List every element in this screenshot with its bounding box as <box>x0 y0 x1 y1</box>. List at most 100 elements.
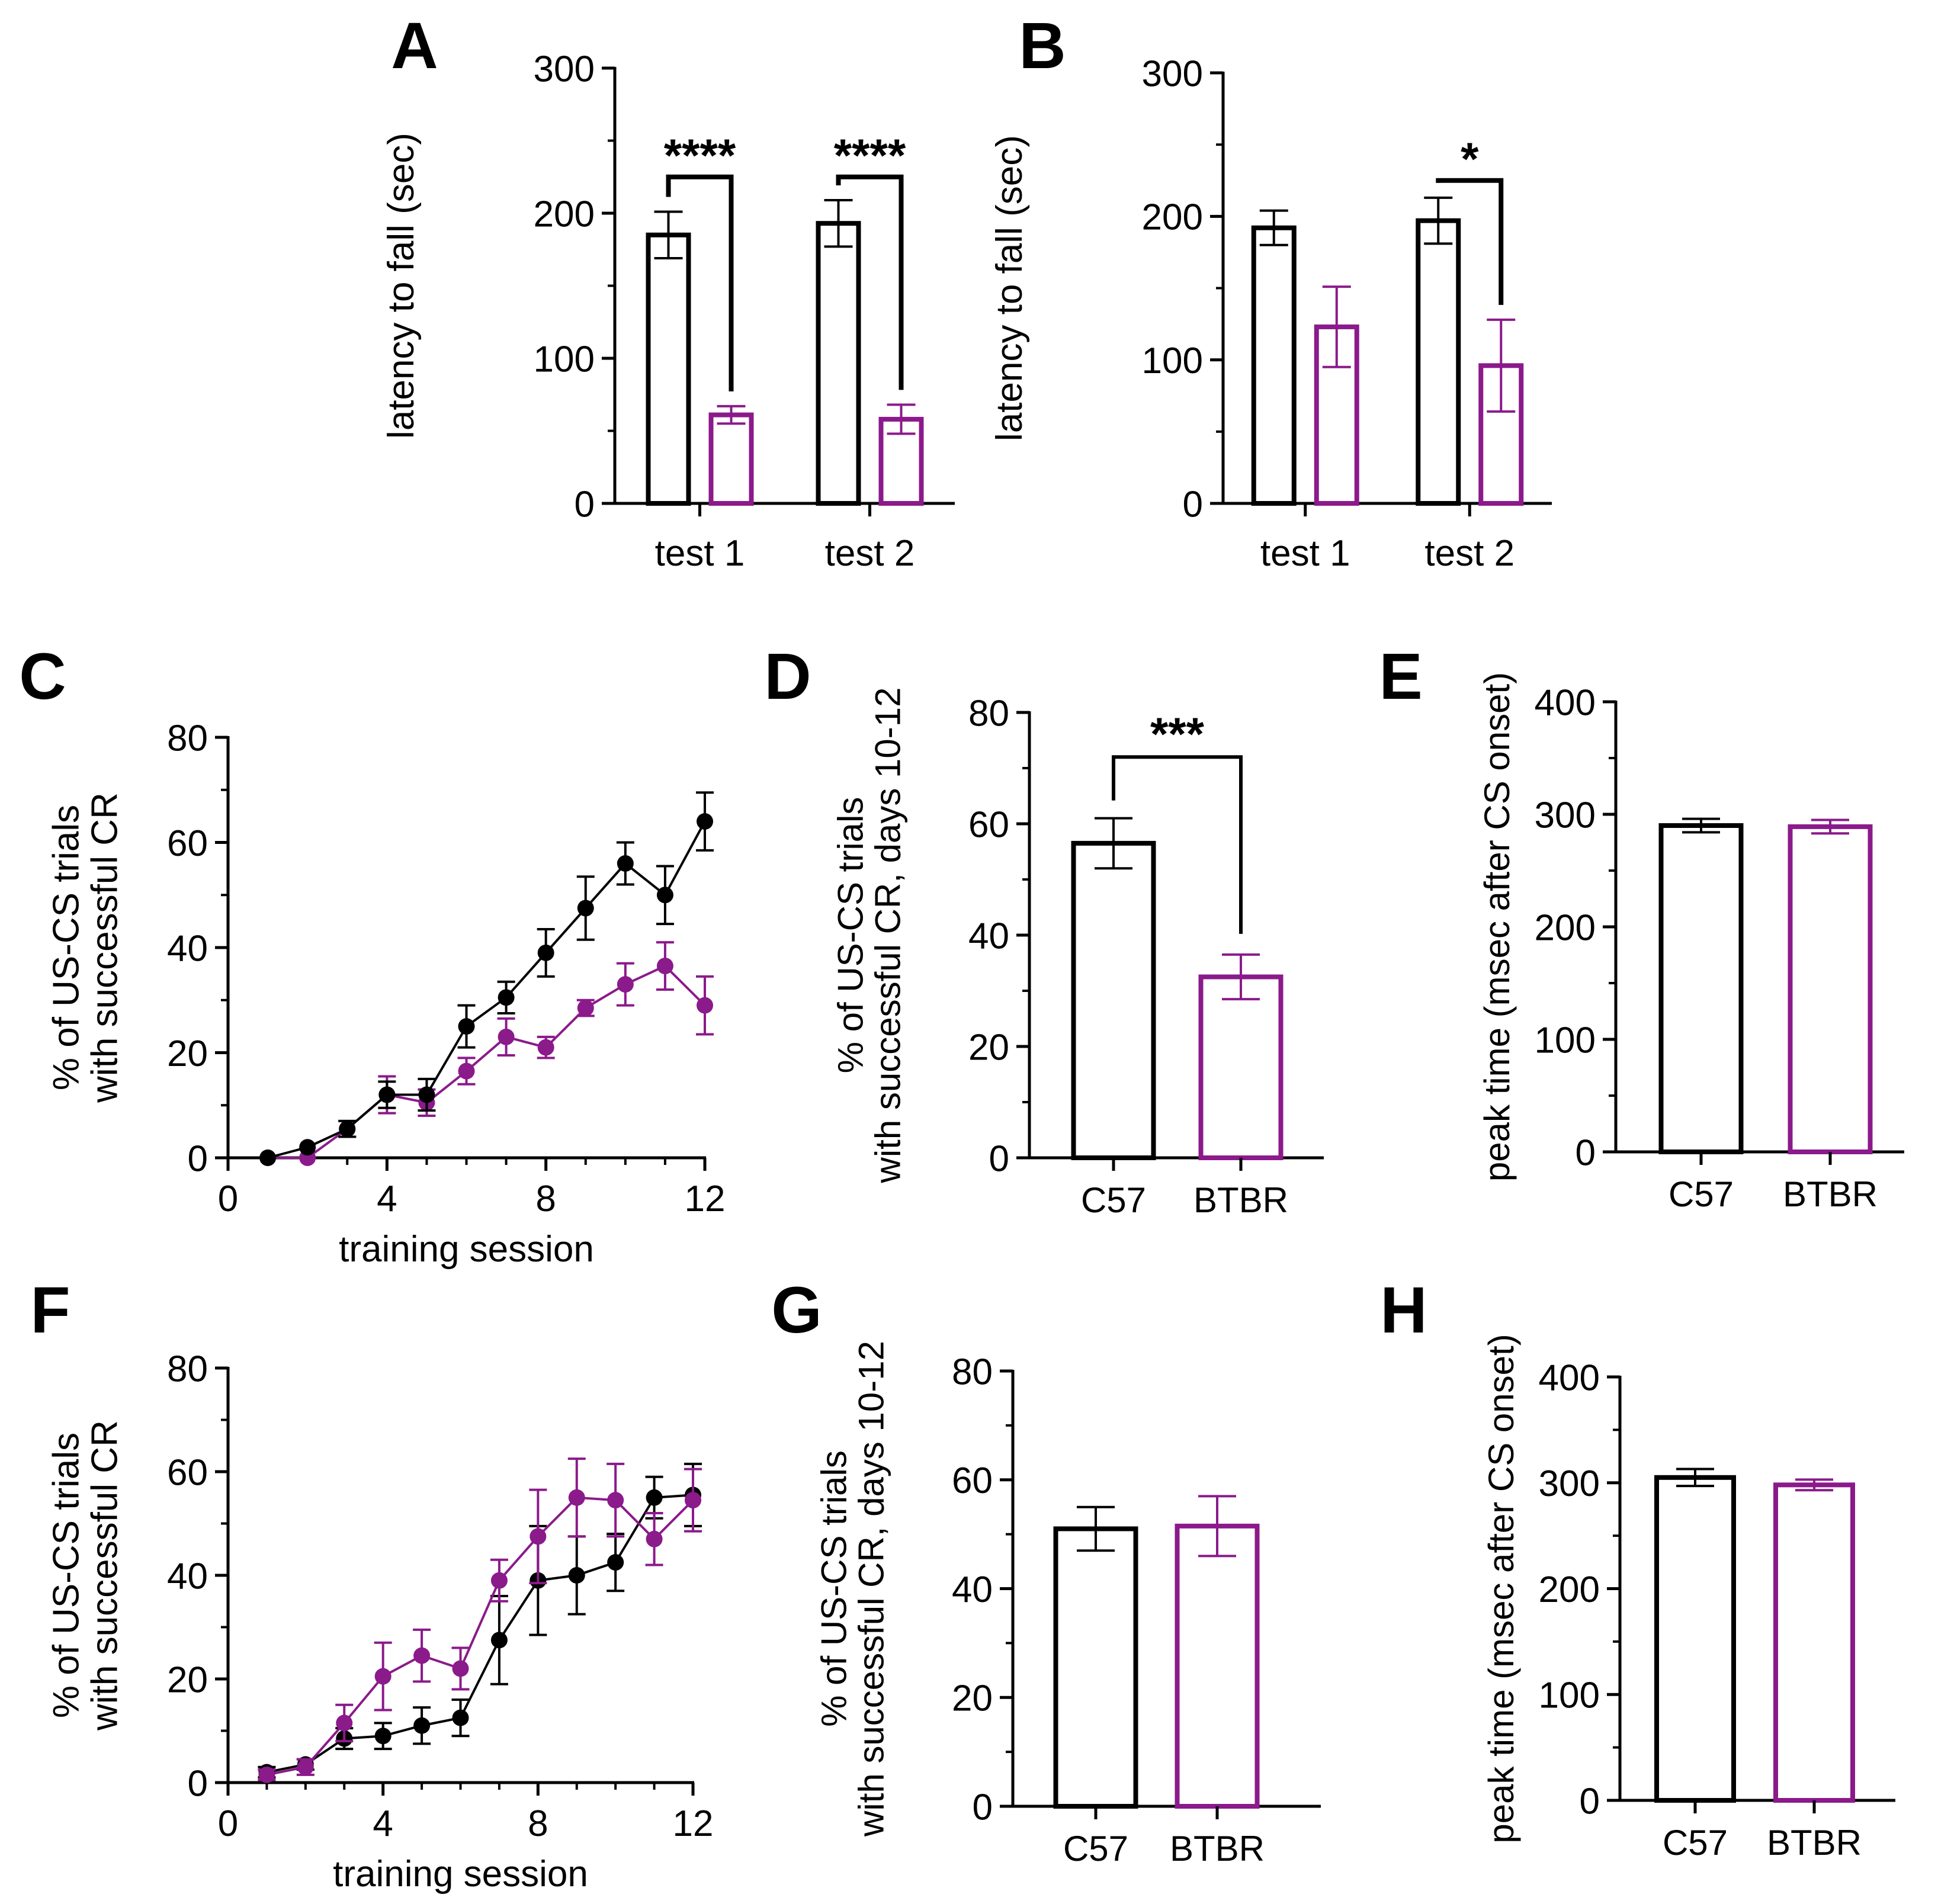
chart-panel-c: 0 20 40 60 80 0 4 8 12 training session % of US-CS… <box>46 718 725 1270</box>
y-axis-label: % of US-CS trials <box>814 1450 854 1727</box>
bar <box>708 412 754 506</box>
data-point <box>537 1039 554 1056</box>
y-tick-label: 40 <box>968 916 1009 956</box>
y-tick-label: 0 <box>1576 1132 1596 1173</box>
data-point <box>490 1632 508 1649</box>
x-tick-label: test 1 <box>655 533 745 574</box>
x-tick-label: 8 <box>528 1803 548 1844</box>
series-line <box>267 821 706 1159</box>
data-point <box>374 1728 392 1745</box>
x-tick-label: 12 <box>673 1803 714 1844</box>
data-point <box>685 1492 701 1509</box>
x-tick-label: 4 <box>373 1803 393 1844</box>
y-tick-label: 300 <box>1142 53 1203 94</box>
data-point <box>374 1668 392 1685</box>
data-point <box>259 1150 277 1166</box>
data-point <box>568 1567 585 1584</box>
y-axis-label: % of US-CS trials <box>46 1433 86 1718</box>
x-tick-label: 12 <box>685 1179 726 1219</box>
data-point <box>452 1660 469 1677</box>
y-axis-label: peak time (msec after CS onset) <box>1477 672 1517 1181</box>
significance-bracket <box>666 174 734 391</box>
data-point <box>577 1000 594 1017</box>
panel-label-e: E <box>1379 640 1422 713</box>
significance-bracket <box>1436 178 1504 305</box>
bar <box>1071 840 1156 1160</box>
data-point <box>336 1714 353 1732</box>
y-tick-label: 20 <box>167 1033 208 1074</box>
y-tick-label: 300 <box>1539 1463 1600 1504</box>
y-tick-label: 100 <box>1535 1020 1596 1061</box>
y-tick-label: 20 <box>952 1678 993 1719</box>
bar <box>1053 1526 1138 1809</box>
y-axis-label: latency to fall (sec) <box>989 135 1030 441</box>
y-axis-label: with successful CR <box>85 1420 126 1731</box>
data-point <box>413 1647 431 1664</box>
panel-label-a: A <box>391 9 438 82</box>
y-tick-label: 40 <box>167 1556 208 1597</box>
data-point <box>418 1086 435 1103</box>
x-tick-label: 0 <box>218 1803 238 1844</box>
y-axis-label: peak time (msec after CS onset) <box>1481 1334 1521 1843</box>
y-tick-label: 200 <box>1539 1569 1600 1610</box>
panel-label-c: C <box>19 640 66 713</box>
bar <box>1416 218 1461 506</box>
x-tick-label: 4 <box>377 1179 397 1219</box>
x-tick-label: BTBR <box>1170 1829 1265 1868</box>
series-line <box>267 1494 694 1774</box>
y-tick-label: 80 <box>968 693 1009 734</box>
data-point <box>490 1572 508 1589</box>
data-point <box>299 1139 316 1156</box>
data-point <box>697 997 713 1014</box>
data-point <box>656 958 673 975</box>
bar <box>1175 1523 1260 1809</box>
data-point <box>568 1489 585 1506</box>
data-point <box>607 1554 624 1571</box>
x-tick-label: BTBR <box>1783 1174 1878 1214</box>
data-point <box>458 1018 475 1035</box>
data-point <box>537 944 554 961</box>
x-tick-label: C57 <box>1063 1829 1128 1868</box>
y-tick-label: 20 <box>167 1659 208 1700</box>
data-point <box>617 855 634 872</box>
data-point <box>297 1758 314 1775</box>
significance-label: *** <box>1150 708 1205 760</box>
data-point <box>258 1766 275 1783</box>
data-point <box>617 976 634 993</box>
bar <box>1251 225 1297 506</box>
data-point <box>413 1717 431 1734</box>
x-tick-label: 0 <box>218 1179 238 1219</box>
y-axis-label: with successful CR, days 10-12 <box>868 687 908 1183</box>
data-point <box>577 900 594 917</box>
y-tick-label: 400 <box>1535 682 1596 723</box>
y-tick-label: 400 <box>1539 1357 1600 1398</box>
data-point <box>646 1489 663 1506</box>
y-axis-label: latency to fall (sec) <box>381 133 422 439</box>
panel-label-f: F <box>30 1274 70 1347</box>
y-tick-label: 60 <box>167 1452 208 1493</box>
data-point <box>607 1492 624 1509</box>
x-axis-label: training session <box>333 1854 588 1895</box>
significance-label: **** <box>664 129 736 181</box>
x-tick-label: C57 <box>1669 1174 1734 1214</box>
y-tick-label: 100 <box>1142 341 1203 381</box>
bar <box>1654 1475 1736 1803</box>
y-axis-label: % of US-CS trials <box>831 797 871 1074</box>
x-tick-label: test 2 <box>825 533 915 574</box>
y-tick-label: 20 <box>968 1027 1009 1068</box>
data-point <box>530 1528 547 1545</box>
significance-bracket <box>836 174 904 390</box>
x-tick-label: BTBR <box>1767 1823 1862 1863</box>
y-axis-label: with successful CR, days 10-12 <box>852 1341 891 1837</box>
y-tick-label: 200 <box>1142 197 1203 238</box>
y-tick-label: 300 <box>1535 795 1596 836</box>
data-point <box>378 1086 396 1103</box>
y-tick-label: 0 <box>1580 1781 1600 1822</box>
series-line <box>267 1496 694 1776</box>
y-tick-label: 40 <box>952 1569 993 1610</box>
x-tick-label: C57 <box>1663 1823 1728 1863</box>
x-tick-label: test 2 <box>1424 533 1515 574</box>
series-line <box>268 964 706 1159</box>
y-tick-label: 40 <box>167 928 208 969</box>
